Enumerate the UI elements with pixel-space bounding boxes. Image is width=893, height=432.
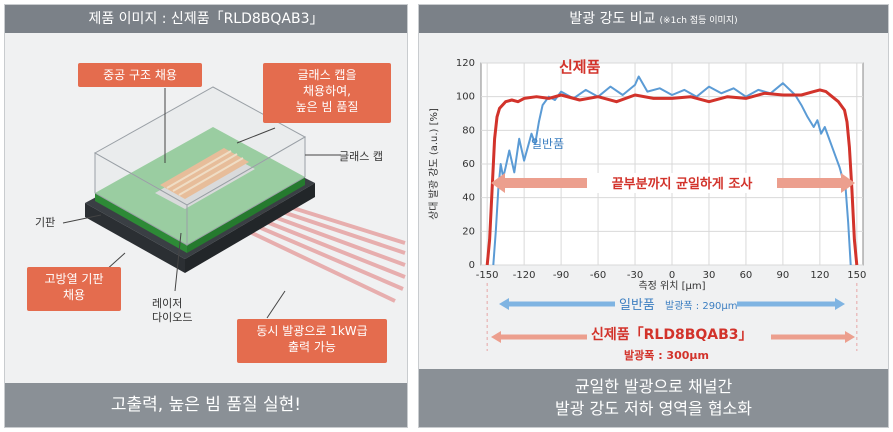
x-tick-label: 150 [847, 270, 866, 281]
x-tick-label: 90 [777, 270, 790, 281]
callout-glass-cap-beam-quality: 글래스 캡을 채용하여, 높은 빔 품질 [263, 63, 391, 123]
x-tick-label: -60 [590, 270, 606, 281]
intensity-comparison-title: 발광 강도 비교 (※1ch 점등 이미지) [419, 5, 888, 33]
footer-line-1: 균일한 발광으로 채널간 [574, 377, 733, 396]
label-glass-cap: 글래스 캡 [339, 150, 383, 163]
y-tick-label: 120 [456, 58, 475, 69]
uniform-irradiation-label: 끝부분까지 균일하게 조사 [612, 176, 753, 192]
general-width-label: 일반품 [619, 298, 655, 313]
y-tick-label: 20 [462, 226, 475, 237]
intensity-comparison-panel: 발광 강도 비교 (※1ch 점등 이미지) 0 20 40 60 80 100 120 -1… [418, 4, 889, 428]
general-product-label: 일반품 [531, 137, 564, 151]
x-tick-label: -90 [553, 270, 569, 281]
x-tick-label: -150 [476, 270, 499, 281]
x-tick-label: -30 [627, 270, 643, 281]
laser-package-illustration [62, 86, 406, 319]
intensity-title-note: (※1ch 점등 이미지) [659, 16, 738, 26]
footer-line-2: 발광 강도 저하 영역을 협소화 [555, 399, 752, 418]
y-tick-label: 100 [456, 92, 475, 103]
callout-hollow-structure: 중공 구조 채용 [78, 63, 202, 87]
callout-simultaneous-emission: 동시 발광으로 1kW급 출력 가능 [237, 319, 387, 363]
label-laser-diode: 레이저 다이오드 [152, 297, 193, 324]
intensity-chart: 0 20 40 60 80 100 120 -150 -120 -90 -60 -30 0 30 60 90… [428, 58, 866, 362]
product-image-panel: 제품 이미지 : 신제품「RLD8BQAB3」 [4, 4, 408, 428]
y-tick-label: 40 [462, 193, 475, 204]
label-substrate: 기판 [35, 216, 56, 229]
x-axis-label: 측정 위치 [μm] [638, 279, 705, 292]
new-width-value: 발광폭 : 300μm [624, 348, 709, 362]
intensity-comparison-footer: 균일한 발광으로 채널간 발광 강도 저하 영역을 협소화 [419, 369, 888, 427]
y-tick-label: 0 [469, 260, 475, 271]
callout-heat-dissipation-substrate: 고방열 기판 채용 [27, 267, 121, 311]
series-line-new-product [485, 88, 859, 266]
x-tick-label: -120 [513, 270, 536, 281]
x-tick-label: 30 [703, 270, 716, 281]
new-product-label: 신제품 [559, 58, 601, 76]
x-tick-label: 120 [810, 270, 829, 281]
x-tick-label: 0 [669, 270, 675, 281]
series-line-general-product [492, 75, 852, 266]
y-axis-label: 상대 발광 강도 (a.u.) [%] [428, 108, 440, 220]
x-tick-label: 60 [740, 270, 753, 281]
general-width-value: 발광폭 : 290μm [665, 300, 738, 312]
product-image-footer: 고출력, 높은 빔 품질 실현! [5, 383, 407, 427]
y-tick-label: 60 [462, 159, 475, 170]
product-image-title: 제품 이미지 : 신제품「RLD8BQAB3」 [5, 5, 407, 33]
intensity-title-text: 발광 강도 비교 [569, 11, 656, 27]
glass-cap [93, 86, 307, 246]
new-width-label: 신제품「RLD8BQAB3」 [591, 326, 753, 343]
y-tick-label: 80 [462, 125, 475, 136]
